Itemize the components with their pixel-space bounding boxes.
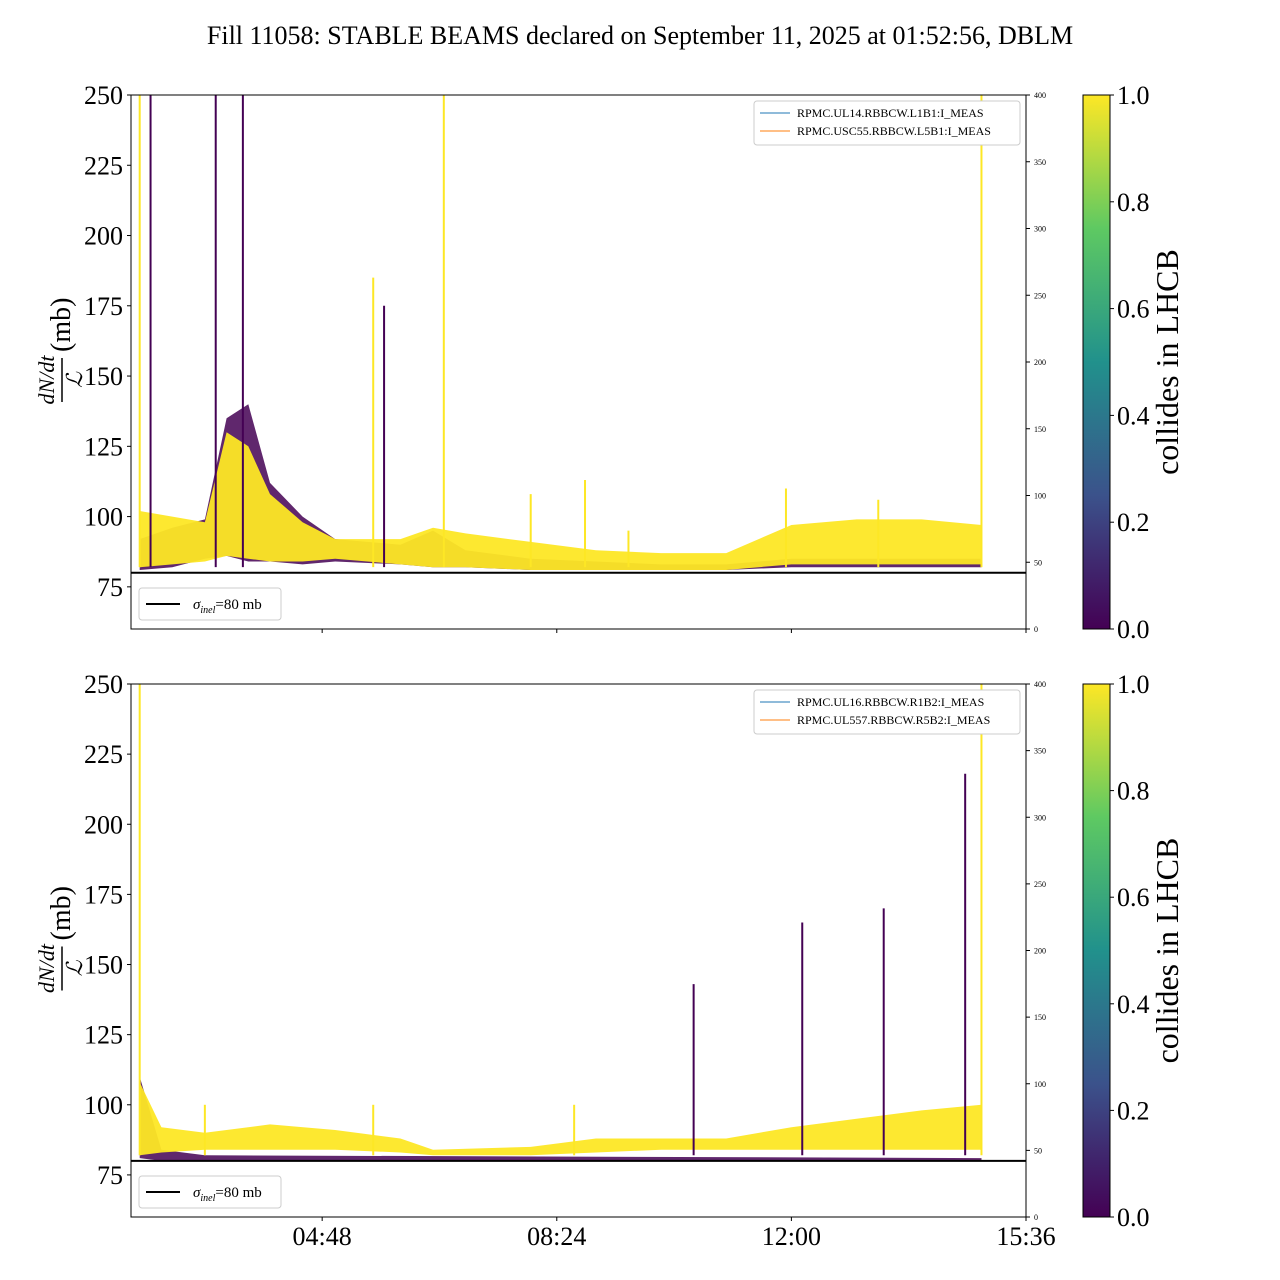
y-tick-label: 225 — [84, 740, 123, 769]
y-label-numerator: dN/dt — [34, 943, 59, 993]
y2-tick-label: 150 — [1034, 425, 1046, 434]
y2-tick-label: 200 — [1034, 947, 1046, 956]
colorbar-tick-label: 0.0 — [1117, 1203, 1150, 1232]
legend-box — [753, 689, 1021, 735]
x-tick-label: 15:36 — [996, 1222, 1055, 1251]
colorbar-tick-label: 1.0 — [1117, 81, 1150, 110]
sigma-legend: σinel=80 mb — [138, 1175, 282, 1209]
series-legend: RPMC.UL16.RBBCW.R1B2:I_MEAS RPMC.UL557.RB… — [753, 689, 1021, 735]
y-tick-label: 75 — [97, 573, 123, 602]
y-tick-label: 150 — [84, 951, 123, 980]
y-tick-label: 250 — [84, 81, 123, 110]
y2-tick-label: 400 — [1034, 680, 1046, 689]
sigma-value: =80 mb — [215, 1185, 261, 1201]
colorbar: 0.0 0.2 0.4 0.6 0.8 1.0 collides in LHCB — [1082, 670, 1185, 1232]
colorbar: 0.0 0.2 0.4 0.6 0.8 1.0 collides in LHCB — [1082, 81, 1185, 644]
panel-bottom: 75 100 125 150 175 200 225 250 0 50 100 150 200 250 30… — [34, 670, 1185, 1251]
y-tick-label: 225 — [84, 151, 123, 180]
y-label-unit: (mb) — [46, 298, 77, 352]
y2-tick-label: 350 — [1034, 158, 1046, 167]
plot-area — [131, 95, 1026, 574]
sigma-legend-label: σinel=80 mb — [193, 597, 262, 616]
y-tick-label: 175 — [84, 292, 123, 321]
y-label-denominator: ℒ — [62, 371, 87, 388]
sigma-symbol: σ — [193, 1185, 201, 1201]
y2-tick-label: 400 — [1034, 91, 1046, 100]
sigma-legend: σinel=80 mb — [138, 587, 282, 621]
x-tick-label: 04:48 — [293, 1222, 352, 1251]
y2-tick-label: 50 — [1034, 558, 1042, 567]
sigma-symbol: σ — [193, 597, 201, 613]
y2-tick-label: 100 — [1034, 492, 1046, 501]
y-tick-label: 75 — [97, 1161, 123, 1190]
y-tick-label: 125 — [84, 432, 123, 461]
x-tick-label: 08:24 — [527, 1222, 586, 1251]
colorbar-tick-label: 0.6 — [1117, 295, 1150, 324]
y-tick-label: 125 — [84, 1021, 123, 1050]
colorbar-tick-label: 0.2 — [1117, 508, 1150, 537]
legend-label: RPMC.UL16.RBBCW.R1B2:I_MEAS — [797, 695, 984, 709]
y2-tick-label: 100 — [1034, 1080, 1046, 1089]
y-label-numerator: dN/dt — [34, 355, 59, 405]
legend-label: RPMC.USC55.RBBCW.L5B1:I_MEAS — [797, 124, 991, 138]
colorbar-tick-label: 0.0 — [1117, 615, 1150, 644]
y-tick-label: 100 — [84, 503, 123, 532]
y2-tick-label: 150 — [1034, 1013, 1046, 1022]
y-tick-label: 100 — [84, 1091, 123, 1120]
colorbar-tick-label: 0.4 — [1117, 401, 1150, 430]
y-tick-label: 200 — [84, 810, 123, 839]
panel-top: 75 100 125 150 175 200 225 250 0 50 100 150 200 250 30… — [34, 81, 1185, 644]
colorbar-label: collides in LHCB — [1149, 838, 1185, 1064]
y2-tick-label: 250 — [1034, 880, 1046, 889]
colorbar-tick-label: 0.8 — [1117, 188, 1150, 217]
y-axis-label: dN/dt ℒ (mb) — [34, 886, 87, 993]
y2-tick-label: 50 — [1034, 1146, 1042, 1155]
y2-tick-label: 200 — [1034, 358, 1046, 367]
colorbar-tick-label: 1.0 — [1117, 670, 1150, 699]
y-tick-label: 175 — [84, 880, 123, 909]
colorbar-tick-label: 0.4 — [1117, 990, 1150, 1019]
y2-tick-label: 300 — [1034, 225, 1046, 234]
legend-box — [138, 1175, 282, 1209]
chart-title: Fill 11058: STABLE BEAMS declared on Sep… — [207, 21, 1073, 50]
y-tick-label: 250 — [84, 670, 123, 699]
colorbar-tick-label: 0.2 — [1117, 1096, 1150, 1125]
sigma-legend-label: σinel=80 mb — [193, 1185, 262, 1204]
y-axis-label: dN/dt ℒ (mb) — [34, 298, 87, 405]
legend-box — [138, 587, 282, 621]
y-tick-label: 200 — [84, 222, 123, 251]
y2-tick-label: 250 — [1034, 291, 1046, 300]
y-tick-label: 150 — [84, 362, 123, 391]
y-label-unit: (mb) — [46, 886, 77, 940]
colorbar-label: collides in LHCB — [1149, 249, 1185, 475]
x-tick-label: 12:00 — [762, 1222, 821, 1251]
plot-area — [131, 684, 1026, 1162]
colliding-band — [139, 1082, 982, 1156]
colorbar-gradient — [1082, 683, 1111, 1218]
colorbar-gradient — [1082, 94, 1111, 630]
colliding-band — [139, 432, 982, 570]
colorbar-tick-label: 0.8 — [1117, 777, 1150, 806]
sigma-subscript: inel — [200, 1193, 215, 1204]
legend-label: RPMC.UL557.RBBCW.R5B2:I_MEAS — [797, 713, 990, 727]
sigma-subscript: inel — [200, 605, 215, 616]
y2-tick-label: 0 — [1034, 1213, 1038, 1222]
y2-tick-label: 300 — [1034, 813, 1046, 822]
legend-box — [753, 100, 1021, 146]
y2-tick-label: 0 — [1034, 625, 1038, 634]
y2-tick-label: 350 — [1034, 747, 1046, 756]
colorbar-tick-label: 0.6 — [1117, 883, 1150, 912]
series-legend: RPMC.UL14.RBBCW.L1B1:I_MEAS RPMC.USC55.RB… — [753, 100, 1021, 146]
sigma-value: =80 mb — [215, 597, 261, 613]
y-label-denominator: ℒ — [62, 959, 87, 976]
legend-label: RPMC.UL14.RBBCW.L1B1:I_MEAS — [797, 106, 984, 120]
